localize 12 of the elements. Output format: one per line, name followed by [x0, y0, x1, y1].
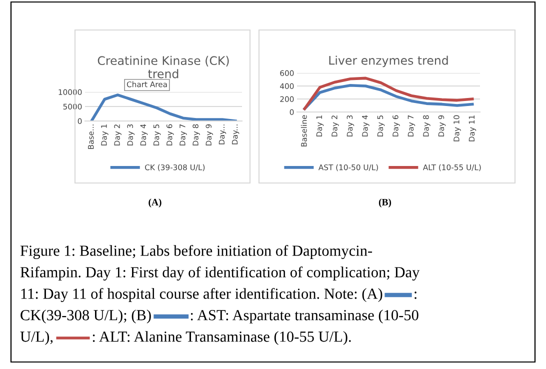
- text: 11: Day 11 of hospital course after identification. Note: (A) :: [21, 288, 416, 302]
- caption: Figure 1: Baseline; Labs before initiation of Daptomycin-: [20, 244, 372, 260]
- text: (B): [378, 198, 392, 208]
- line-series: [90, 94, 237, 121]
- text: (A): [148, 198, 162, 208]
- text: Rifampin. Day 1: First day of identification of complication; Day: [20, 266, 420, 281]
- chart-title: Creatinine Kinase (CK) trend: [98, 56, 229, 78]
- line-series: [303, 76, 474, 110]
- line-series: [303, 84, 474, 110]
- text: U/L), : ALT: Alanine Transaminase (10-55 U/L).: [20, 331, 351, 345]
- text: CK(39-308 U/L); (B) : AST: Aspartate transaminase (10-50: [20, 310, 418, 324]
- chart-title: Liver enzymes trend: [329, 56, 448, 68]
